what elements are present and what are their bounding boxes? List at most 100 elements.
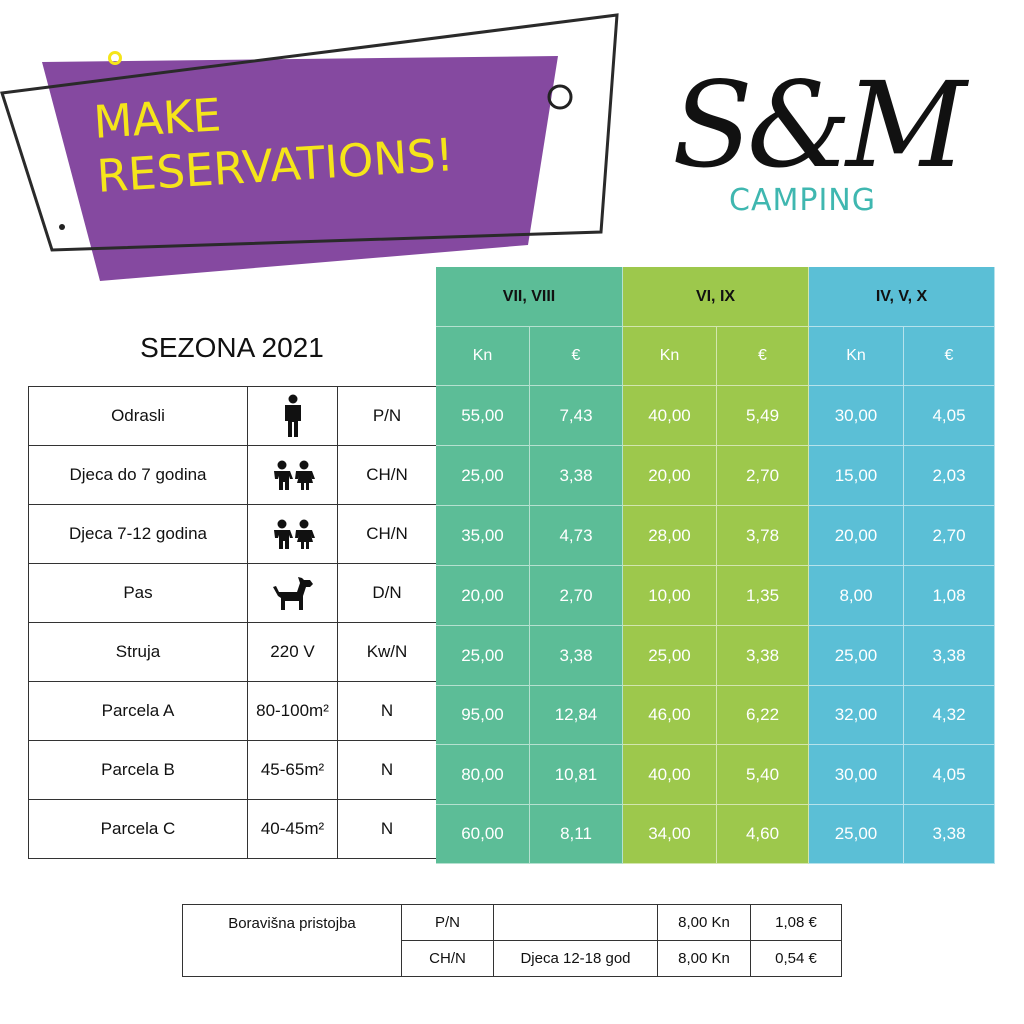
price-cell: 95,00 [436, 686, 530, 745]
price-cell: 60,00 [436, 805, 530, 864]
logo-mark: S&M [672, 56, 967, 194]
black-ring-decoration [547, 84, 573, 110]
row-unit: N [337, 740, 437, 800]
tax-unit: P/N [401, 904, 494, 941]
row-unit: N [337, 799, 437, 859]
price-cell: 32,00 [809, 686, 904, 745]
price-cell: 25,00 [809, 626, 904, 686]
row-label: Parcela A [28, 681, 248, 741]
price-cell: 4,05 [904, 386, 995, 446]
tax-eur: 0,54 € [750, 940, 842, 977]
children-icon [247, 504, 338, 564]
table-row: Struja 220 V Kw/N [28, 622, 437, 682]
price-cell: 4,60 [717, 805, 809, 864]
price-cell: 12,84 [530, 686, 623, 745]
price-cell: 25,00 [436, 626, 530, 686]
price-cell: 4,32 [904, 686, 995, 745]
table-row: Parcela B 45-65m² N [28, 740, 437, 800]
period-header-1: VII, VIII [436, 267, 623, 327]
price-cell: 25,00 [623, 626, 717, 686]
row-unit: CH/N [337, 445, 437, 505]
row-spec: 80-100m² [247, 681, 338, 741]
row-spec: 40-45m² [247, 799, 338, 859]
currency-header-kn-3: Kn [809, 327, 904, 386]
price-cell: 40,00 [623, 386, 717, 446]
row-unit: N [337, 681, 437, 741]
price-cell: 25,00 [809, 805, 904, 864]
season-title: SEZONA 2021 [140, 332, 324, 363]
price-cell: 35,00 [436, 506, 530, 566]
row-label: Parcela B [28, 740, 248, 800]
price-cell: 46,00 [623, 686, 717, 745]
price-cell: 20,00 [809, 506, 904, 566]
banner-graphic [0, 13, 619, 281]
logo-subtitle: CAMPING [729, 183, 876, 218]
tax-kn: 8,00 Kn [657, 940, 751, 977]
price-cell: 15,00 [809, 446, 904, 506]
banner-outline-frame [0, 13, 619, 252]
row-label: Pas [28, 563, 248, 623]
row-spec: 220 V [247, 622, 338, 682]
tax-note [493, 904, 658, 941]
price-cell: 28,00 [623, 506, 717, 566]
price-cell: 2,03 [904, 446, 995, 506]
table-row: Odrasli P/N [28, 386, 437, 446]
price-cell: 34,00 [623, 805, 717, 864]
table-row: Boravišna pristojba P/N 8,00 Kn 1,08 € [182, 904, 842, 977]
price-cell: 1,08 [904, 566, 995, 626]
tax-note: Djeca 12-18 god [493, 940, 658, 977]
price-cell: 1,35 [717, 566, 809, 626]
row-spec: 45-65m² [247, 740, 338, 800]
price-cell: 2,70 [530, 566, 623, 626]
row-label: Odrasli [28, 386, 248, 446]
row-label: Djeca do 7 godina [28, 445, 248, 505]
dog-icon [247, 563, 338, 623]
price-cell: 25,00 [436, 446, 530, 506]
tax-unit: CH/N [401, 940, 494, 977]
table-row: CH/N Djeca 12-18 god 8,00 Kn 0,54 € [183, 940, 842, 977]
price-cell: 7,43 [530, 386, 623, 446]
price-table-labels: Odrasli P/N Djeca do 7 godina CH/N Djeca… [28, 386, 437, 859]
period-header-3: IV, V, X [809, 267, 995, 327]
price-cell: 3,38 [530, 626, 623, 686]
make-reservations-heading: MAKE RESERVATIONS! [92, 74, 455, 204]
row-unit: Kw/N [337, 622, 437, 682]
yellow-dot-decoration [108, 51, 122, 65]
currency-header-eur-1: € [530, 327, 623, 386]
price-cell: 4,73 [530, 506, 623, 566]
price-cell: 8,00 [809, 566, 904, 626]
tax-label: Boravišna pristojba [182, 904, 402, 977]
price-cell: 3,38 [904, 626, 995, 686]
price-cell: 8,11 [530, 805, 623, 864]
period-header-2: VI, IX [623, 267, 809, 327]
price-cell: 80,00 [436, 745, 530, 805]
price-cell: 6,22 [717, 686, 809, 745]
price-cell: 5,40 [717, 745, 809, 805]
table-row: Pas D/N [28, 563, 437, 623]
tourist-tax-table: Boravišna pristojba P/N 8,00 Kn 1,08 € C… [182, 904, 842, 977]
price-cell: 40,00 [623, 745, 717, 805]
row-unit: P/N [337, 386, 437, 446]
price-cell: 10,00 [623, 566, 717, 626]
row-label: Parcela C [28, 799, 248, 859]
row-unit: D/N [337, 563, 437, 623]
table-row: Djeca do 7 godina CH/N [28, 445, 437, 505]
price-cell: 5,49 [717, 386, 809, 446]
price-cell: 30,00 [809, 386, 904, 446]
currency-header-eur-3: € [904, 327, 995, 386]
row-unit: CH/N [337, 504, 437, 564]
price-cell: 3,38 [904, 805, 995, 864]
currency-header-kn-1: Kn [436, 327, 530, 386]
tax-kn: 8,00 Kn [657, 904, 751, 941]
tax-eur: 1,08 € [750, 904, 842, 941]
adult-person-icon [247, 386, 338, 446]
price-cell: 3,78 [717, 506, 809, 566]
price-cell: 55,00 [436, 386, 530, 446]
price-cell: 3,38 [530, 446, 623, 506]
price-cell: 10,81 [530, 745, 623, 805]
row-label: Djeca 7-12 godina [28, 504, 248, 564]
banner-purple-shape [42, 56, 558, 281]
price-cell: 20,00 [623, 446, 717, 506]
small-dot-decoration [59, 224, 65, 230]
price-cell: 2,70 [904, 506, 995, 566]
